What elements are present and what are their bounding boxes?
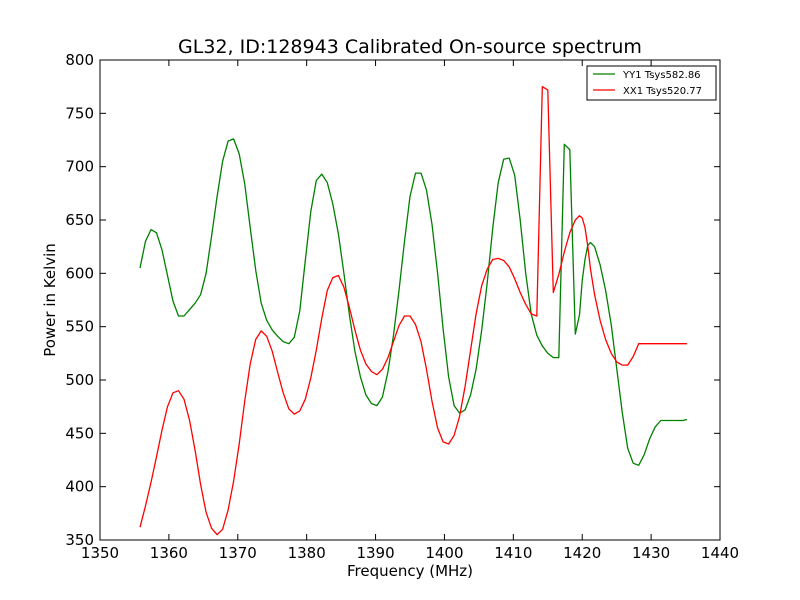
y-tick-label: 450 (65, 424, 94, 442)
plot-area (100, 60, 720, 540)
legend-label-xx1: XX1 Tsys520.77 (623, 86, 702, 97)
y-tick-label: 550 (65, 318, 94, 336)
y-tick-label: 600 (65, 264, 94, 282)
x-tick-label: 1390 (356, 544, 394, 562)
y-tick-label: 500 (65, 371, 94, 389)
legend: YY1 Tsys582.86 XX1 Tsys520.77 (586, 65, 717, 101)
y-tick-label: 650 (65, 211, 94, 229)
y-tick-label: 400 (65, 478, 94, 496)
x-tick-label: 1420 (563, 544, 601, 562)
x-tick-label: 1440 (701, 544, 739, 562)
y-tick-label: 700 (65, 158, 94, 176)
x-tick-label: 1410 (494, 544, 532, 562)
legend-box (586, 65, 717, 101)
x-tick-label: 1360 (150, 544, 188, 562)
y-tick-label: 800 (65, 51, 94, 69)
plot-background (100, 60, 720, 540)
y-tick-label: 350 (65, 531, 94, 549)
legend-label-yy1: YY1 Tsys582.86 (622, 70, 701, 81)
y-tick-label: 750 (65, 104, 94, 122)
chart-title: GL32, ID:128943 Calibrated On-source spe… (178, 36, 642, 58)
x-tick-label: 1370 (219, 544, 257, 562)
series-line-1 (139, 86, 687, 536)
x-axis-label: Frequency (MHz) (347, 562, 473, 580)
x-tick-label: 1350 (81, 544, 119, 562)
x-tick-label: 1380 (288, 544, 326, 562)
x-tick-label: 1400 (425, 544, 463, 562)
series-line-0 (139, 138, 688, 466)
x-axis: 1350 1360 1370 1380 1390 1400 1410 1420 1430 1440 (81, 60, 739, 562)
x-tick-label: 1430 (632, 544, 670, 562)
series-layer (139, 86, 688, 536)
plot-frame (99, 59, 721, 541)
y-axis: 350 400 450 500 550 600 650 700 750 800 (65, 51, 720, 549)
y-axis-label: Power in Kelvin (41, 243, 59, 357)
